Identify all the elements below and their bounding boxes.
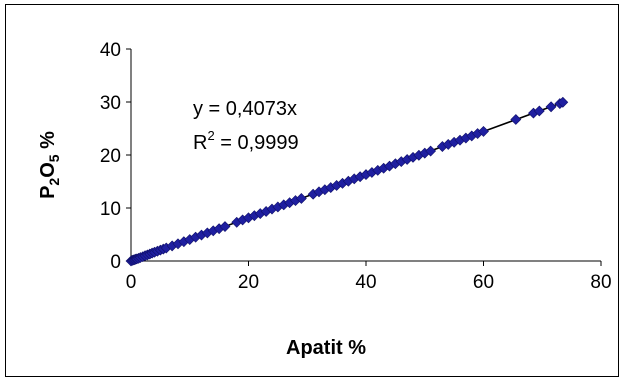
data-point	[510, 114, 522, 125]
x-tick-label: 60	[473, 272, 494, 293]
x-tick-label: 40	[355, 272, 376, 293]
r-squared-label: R2 = 0,9999	[193, 128, 299, 154]
axes	[126, 48, 602, 266]
chart-frame: 0 10 20 30 40 0 20 40 60 80 y = 0,4073x R2 = 0,99…	[5, 4, 619, 377]
data-point	[219, 221, 231, 232]
x-tick-label: 20	[238, 272, 259, 293]
y-tick-label: 20	[100, 146, 121, 167]
data-point	[533, 105, 545, 117]
tick-labels: 0 10 20 30 40 0 20 40 60 80	[100, 40, 612, 293]
data-point	[557, 96, 569, 108]
y-axis-title-o: O	[37, 162, 59, 178]
y-axis-title: P2O5 %	[37, 131, 62, 199]
data-point	[295, 193, 307, 204]
x-tick-label: 0	[126, 272, 137, 293]
r-squared-prefix: R	[193, 132, 207, 154]
x-tick-label: 80	[590, 272, 611, 293]
y-axis-title-p: P	[37, 186, 59, 199]
y-axis-title-sub-5: 5	[46, 154, 62, 162]
y-tick-label: 10	[100, 199, 121, 220]
data-point	[425, 145, 437, 157]
y-tick-label: 30	[100, 93, 121, 114]
trendline-equation: y = 0,4073x	[193, 98, 297, 120]
y-tick-label: 0	[110, 252, 121, 273]
data-point	[545, 101, 557, 113]
data-points	[125, 96, 569, 267]
data-point	[478, 125, 489, 137]
x-axis-title: Apatit %	[286, 337, 366, 359]
r-squared-superscript: 2	[207, 128, 214, 143]
y-tick-label: 40	[100, 40, 121, 61]
y-axis-title-percent: %	[37, 131, 59, 155]
r-squared-value: = 0,9999	[215, 132, 299, 154]
y-axis-title-sub-2: 2	[46, 178, 62, 186]
